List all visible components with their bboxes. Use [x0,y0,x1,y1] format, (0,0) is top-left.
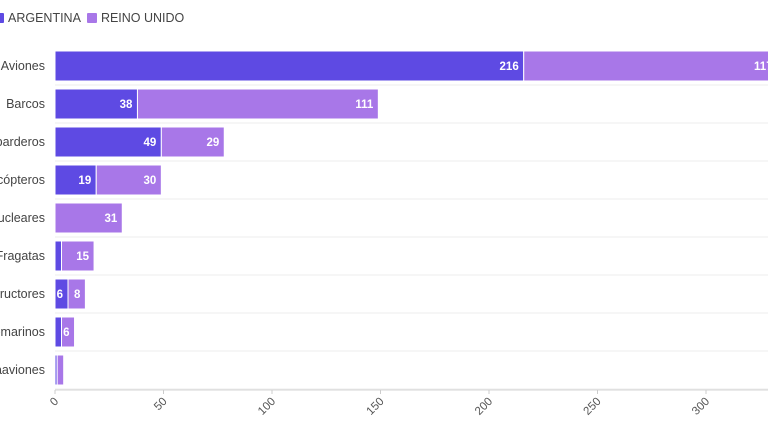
bar-argentina [54,316,63,348]
category-label: Fragatas [0,249,45,263]
category-label: Destructores [0,287,45,301]
bar-reino-unido [160,126,225,158]
legend-swatch-reino-unido [86,13,97,23]
value-label: 6 [57,289,63,301]
value-label: 38 [120,99,133,111]
x-tick-label: 200 [473,396,495,418]
value-label: 49 [144,137,157,149]
bar-reino-unido [523,50,768,82]
bar-reino-unido [95,164,162,196]
category-label: Barcos [6,97,45,111]
bar-argentina [54,50,525,82]
category-label: Bombarderos [0,135,45,149]
category-label: Helicópteros [0,173,45,187]
legend-item-reino-unido[interactable]: REINO UNIDO [86,11,185,25]
value-label: 15 [76,251,89,263]
x-tick-label: 150 [365,396,387,418]
bar-argentina [54,240,63,272]
bar-reino-unido [61,316,76,348]
legend-swatch-argentina [0,13,4,23]
x-tick-label: 300 [690,396,712,418]
value-label: 6 [63,327,69,339]
x-tick-label: 100 [256,396,278,418]
bar-reino-unido [54,202,123,234]
legend-label-argentina: ARGENTINA [8,11,81,25]
category-label: Aviones [1,59,45,73]
bar-reino-unido [136,88,379,120]
chart-legend: ARGENTINA REINO UNIDO [0,10,190,26]
value-label: 29 [206,137,219,149]
x-tick-label: 250 [582,396,604,418]
category-label: Submarinos nucleares [0,211,45,225]
category-label: Submarinos [0,325,45,339]
value-label: 216 [500,61,519,73]
value-label: 8 [74,289,81,301]
category-label: Portaaviones [0,363,45,377]
value-label: 31 [104,213,117,225]
legend-label-reino-unido: REINO UNIDO [100,11,185,25]
x-tick-label: 0 [48,396,61,409]
value-label: 111 [355,99,374,111]
bar-reino-unido [67,278,86,310]
value-label: 117 [754,61,768,73]
value-label: 30 [144,175,157,187]
x-tick-label: 50 [152,396,170,414]
value-label: 19 [78,175,91,187]
bar-reino-unido [61,240,95,272]
bar-reino-unido [56,354,65,386]
legend-item-argentina[interactable]: ARGENTINA [0,11,81,25]
